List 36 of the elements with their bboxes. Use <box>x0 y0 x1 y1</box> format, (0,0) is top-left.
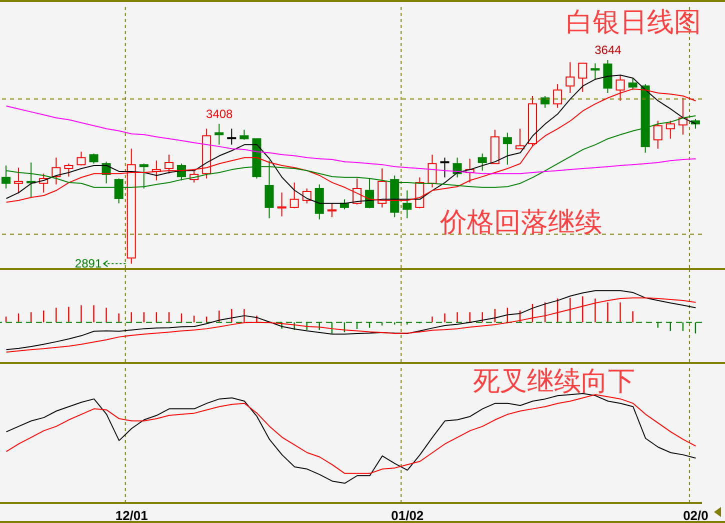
candlestick <box>653 120 662 150</box>
candlestick <box>440 157 450 178</box>
chart-title: 白银日线图 <box>566 6 701 40</box>
candlestick <box>428 154 437 188</box>
candlestick <box>89 153 98 164</box>
annotation: 死叉继续向下 <box>473 365 635 399</box>
candlestick <box>52 157 61 185</box>
candlestick <box>290 182 299 209</box>
candlestick <box>515 128 524 150</box>
candlestick <box>628 78 638 91</box>
candlestick <box>540 95 550 108</box>
annotation: 价格回落继续 <box>440 206 602 240</box>
candlestick <box>590 62 600 81</box>
candlestick <box>402 190 412 219</box>
candlestick <box>566 62 575 94</box>
candlestick <box>553 84 562 108</box>
candlestick <box>502 132 512 166</box>
annotation: 3408 <box>206 106 234 121</box>
x-tick-label: 01/02 <box>391 508 424 523</box>
candlestick <box>578 62 588 92</box>
candlestick <box>214 123 224 146</box>
candlestick <box>64 163 74 178</box>
candlestick <box>277 192 286 217</box>
candlestick <box>327 202 336 218</box>
candlestick <box>240 129 249 140</box>
candlestick <box>164 154 174 174</box>
candlestick <box>478 153 487 172</box>
candlestick <box>14 167 24 194</box>
candlestick <box>227 128 236 146</box>
candlestick <box>177 163 186 181</box>
annotation: 3644 <box>594 43 622 58</box>
candlestick <box>76 151 86 166</box>
annotation: 2891 <box>74 256 102 271</box>
candlestick <box>666 120 675 140</box>
x-tick-label: 02/0 <box>683 508 708 523</box>
x-tick-label: 12/01 <box>115 508 148 523</box>
